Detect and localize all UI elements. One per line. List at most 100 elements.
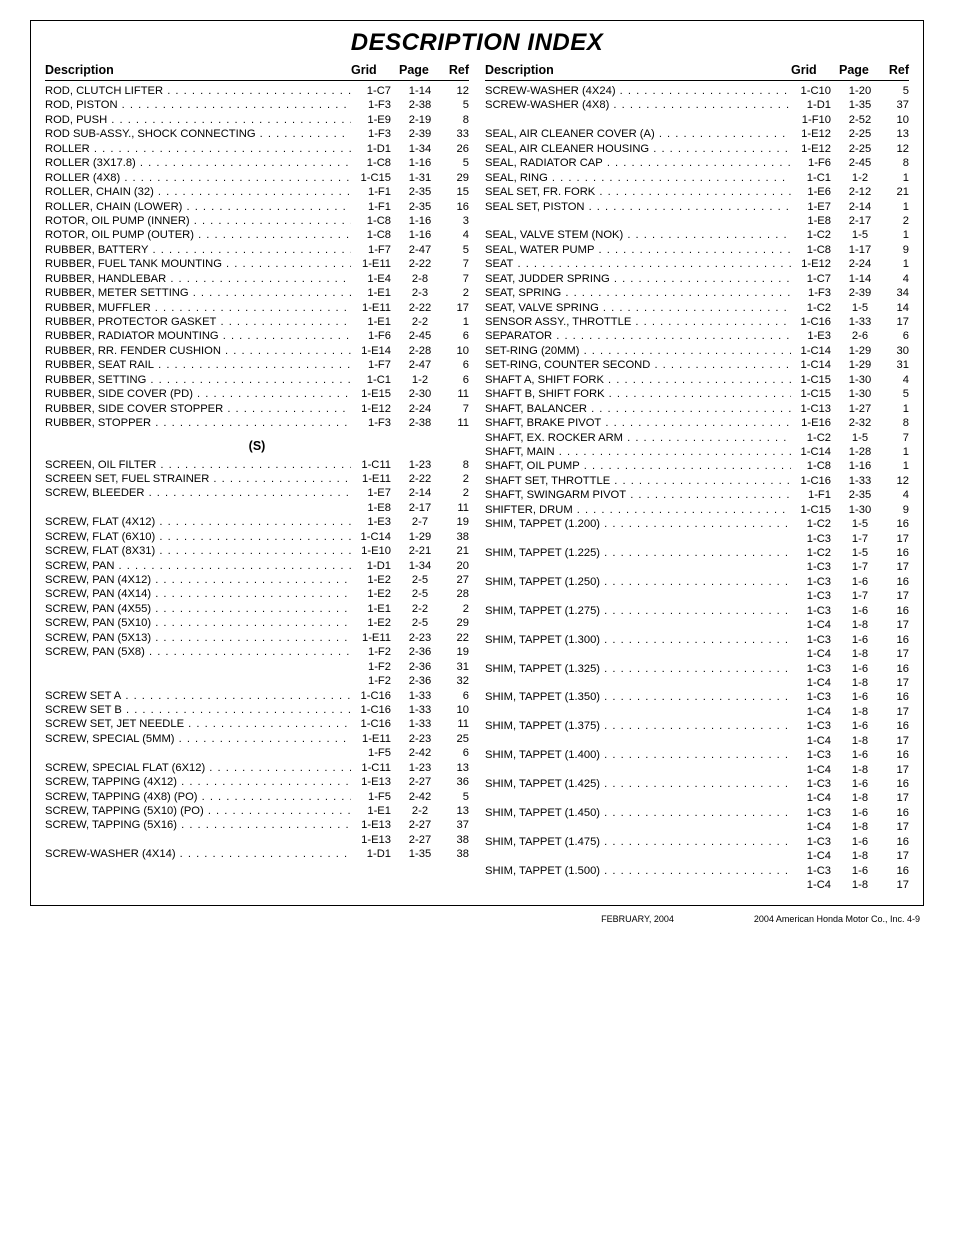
page-border: DESCRIPTION INDEX Description Grid Page … [30,20,924,906]
index-row: SHIM, TAPPET (1.425)1-C31-616 [485,777,909,791]
page-cell: 2-38 [399,416,441,430]
ref-cell: 17 [881,705,909,719]
index-row: ROTOR, OIL PUMP (OUTER)1-C81-164 [45,228,469,242]
ref-cell: 16 [881,777,909,791]
description-cell: SHIM, TAPPET (1.325) [485,662,791,676]
index-row: SCREW, SPECIAL FLAT (6X12)1-C111-2313 [45,761,469,775]
grid-cell: 1-C4 [791,676,839,690]
index-row: RUBBER, MUFFLER1-E112-2217 [45,301,469,315]
index-row: ROLLER (4X8)1-C151-3129 [45,171,469,185]
index-row: 1-C41-817 [485,734,909,748]
page-cell: 1-33 [399,717,441,731]
page-cell: 1-33 [839,474,881,488]
description-cell: SHIM, TAPPET (1.350) [485,690,791,704]
grid-cell: 1-C16 [791,315,839,329]
page-cell: 1-8 [839,849,881,863]
grid-cell: 1-F3 [351,416,399,430]
index-row: SHIM, TAPPET (1.250)1-C31-616 [485,575,909,589]
page-cell: 1-29 [839,344,881,358]
description-cell: SCREW, PAN (5X10) [45,616,351,630]
footer: FEBRUARY, 2004 2004 American Honda Motor… [30,914,924,924]
index-row: ROLLER, CHAIN (LOWER)1-F12-3516 [45,200,469,214]
grid-cell: 1-C8 [791,459,839,473]
ref-cell: 11 [441,717,469,731]
page-cell: 1-16 [839,459,881,473]
ref-cell: 17 [881,763,909,777]
page-cell: 1-14 [839,272,881,286]
grid-cell: 1-C3 [791,575,839,589]
page-cell: 1-30 [839,503,881,517]
page-cell: 1-16 [399,156,441,170]
ref-cell: 33 [441,127,469,141]
index-row: 1-C41-817 [485,647,909,661]
page-cell: 2-52 [839,113,881,127]
ref-cell: 4 [881,272,909,286]
ref-cell: 5 [441,243,469,257]
page-cell: 2-17 [399,501,441,515]
description-cell: SCREW, PAN (4X12) [45,573,351,587]
grid-cell: 1-C10 [791,84,839,98]
page-cell: 1-16 [399,214,441,228]
ref-cell: 2 [441,472,469,486]
index-row: SEAT1-E122-241 [485,257,909,271]
index-row: 1-C31-717 [485,560,909,574]
grid-cell: 1-E2 [351,573,399,587]
grid-cell: 1-C15 [791,503,839,517]
page-cell: 2-22 [399,472,441,486]
grid-cell: 1-C4 [791,791,839,805]
index-row: SHAFT, OIL PUMP1-C81-161 [485,459,909,473]
index-row: 1-F102-5210 [485,113,909,127]
index-row: 1-C41-817 [485,618,909,632]
grid-cell: 1-F10 [791,113,839,127]
description-cell: RUBBER, BATTERY [45,243,351,257]
grid-cell: 1-C14 [791,344,839,358]
ref-cell: 5 [441,790,469,804]
ref-cell: 37 [881,98,909,112]
page-cell: 2-24 [839,257,881,271]
index-row: SEAL SET, FR. FORK1-E62-1221 [485,185,909,199]
ref-cell: 5 [881,84,909,98]
ref-cell: 15 [441,185,469,199]
index-row: SCREW, PAN (5X8)1-F22-3619 [45,645,469,659]
description-cell: SHIM, TAPPET (1.450) [485,806,791,820]
index-row: ROD, CLUTCH LIFTER1-C71-1412 [45,84,469,98]
description-cell: SEAT, VALVE SPRING [485,301,791,315]
index-row: RUBBER, METER SETTING1-E12-32 [45,286,469,300]
grid-cell: 1-E8 [791,214,839,228]
index-row: SHAFT A, SHIFT FORK1-C151-304 [485,373,909,387]
ref-cell: 29 [441,616,469,630]
description-cell: RUBBER, FUEL TANK MOUNTING [45,257,351,271]
description-cell: SCREW, PAN (5X8) [45,645,351,659]
grid-cell: 1-E12 [791,257,839,271]
description-cell: SCREW-WASHER (4X14) [45,847,351,861]
description-cell: SCREW, PAN (4X55) [45,602,351,616]
page-cell: 2-5 [399,587,441,601]
index-row: 1-C41-817 [485,763,909,777]
page-cell: 1-5 [839,517,881,531]
ref-cell: 22 [441,631,469,645]
ref-cell: 16 [881,719,909,733]
index-row: SCREEN, OIL FILTER1-C111-238 [45,458,469,472]
description-cell: SCREW, SPECIAL (5MM) [45,732,351,746]
ref-cell: 9 [881,503,909,517]
description-cell: SHAFT A, SHIFT FORK [485,373,791,387]
ref-cell: 1 [881,459,909,473]
description-cell: SCREW, SPECIAL FLAT (6X12) [45,761,351,775]
grid-cell: 1-C4 [791,734,839,748]
description-cell: SCREW, TAPPING (5X16) [45,818,351,832]
index-row: 1-F22-3632 [45,674,469,688]
page-cell: 2-17 [839,214,881,228]
grid-cell: 1-E2 [351,616,399,630]
ref-cell: 2 [441,602,469,616]
hdr-grid: Grid [791,63,839,77]
index-row: SCREW SET A1-C161-336 [45,689,469,703]
ref-cell: 17 [881,676,909,690]
page-cell: 2-5 [399,616,441,630]
description-cell: RUBBER, SIDE COVER (PD) [45,387,351,401]
page-cell: 1-29 [839,358,881,372]
description-cell: SHAFT, BALANCER [485,402,791,416]
page-cell: 1-28 [839,445,881,459]
ref-cell: 14 [881,301,909,315]
index-row: SEAT, SPRING1-F32-3934 [485,286,909,300]
ref-cell: 19 [441,515,469,529]
